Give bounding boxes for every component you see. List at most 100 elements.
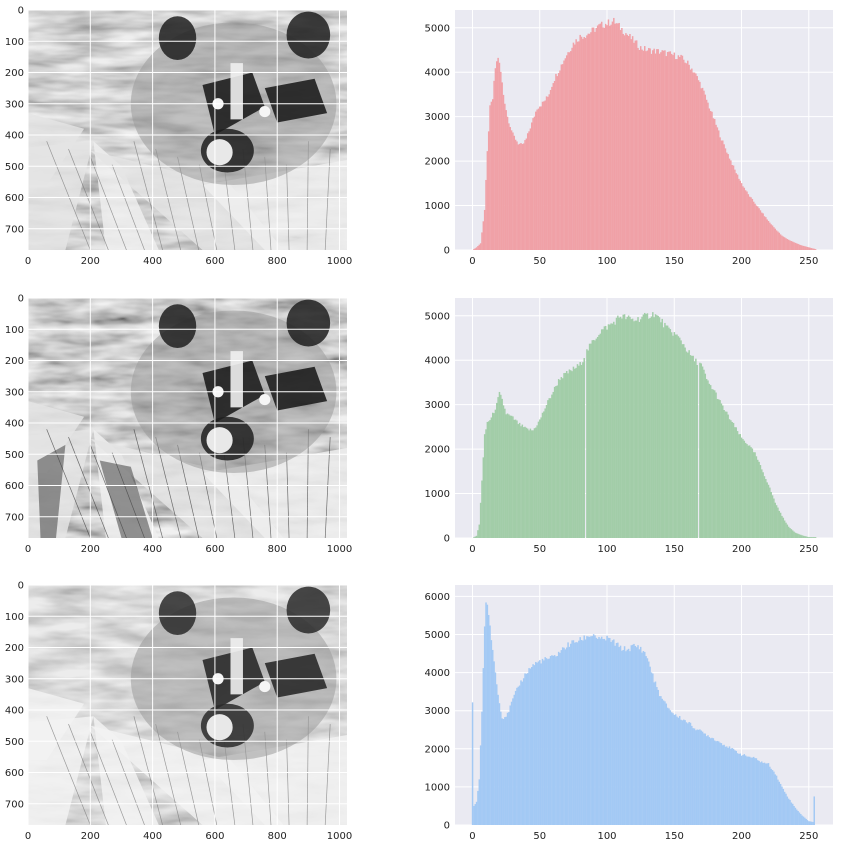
histogram-bar — [491, 649, 494, 825]
histogram-bar — [602, 27, 604, 250]
histogram-bar — [674, 714, 677, 825]
x-tick-label: 1000 — [327, 544, 352, 555]
histogram-bar — [802, 245, 805, 250]
histogram-bar — [491, 99, 494, 250]
leaf-shape — [90, 725, 284, 825]
raccoon-image — [28, 10, 347, 250]
histogram-bar — [498, 703, 501, 825]
histogram-bar — [777, 779, 779, 825]
histogram-bar — [493, 661, 495, 825]
histogram-bar — [813, 537, 815, 538]
histogram-bar — [594, 31, 596, 251]
histogram-bar — [650, 672, 653, 825]
histogram-bar — [564, 649, 567, 825]
histogram-bar — [559, 652, 561, 825]
histogram-bar — [752, 201, 755, 250]
raccoon-nose — [206, 714, 233, 741]
y-tick-label: 3000 — [425, 400, 450, 411]
histogram-bar — [681, 344, 684, 538]
x-tick-label: 50 — [533, 831, 546, 842]
histogram-bar — [653, 682, 655, 825]
histogram-bar — [707, 735, 709, 825]
histogram-bar — [669, 710, 672, 825]
histogram-bar — [743, 754, 746, 825]
histogram-bar — [592, 27, 595, 251]
histogram-bar — [475, 535, 478, 538]
histogram-bar — [525, 427, 528, 538]
histogram-bar — [808, 247, 810, 250]
x-tick-label: 250 — [799, 544, 818, 555]
histogram-bar — [494, 409, 497, 538]
histogram-bar — [635, 320, 638, 538]
histogram-bar — [634, 320, 637, 538]
histogram-bar — [688, 721, 690, 825]
histogram-bar — [720, 140, 723, 250]
histogram-bar — [641, 652, 643, 825]
histogram-bar — [603, 27, 606, 250]
histogram-bar — [557, 379, 560, 538]
leaf-shape — [28, 688, 85, 760]
histogram-bar — [543, 411, 545, 538]
histogram-bar — [571, 371, 573, 538]
histogram-bar — [704, 94, 707, 251]
histogram-bar — [656, 687, 658, 825]
histogram-bar — [750, 447, 752, 538]
histogram-bar — [728, 158, 731, 250]
histogram-bar — [532, 664, 534, 825]
histogram-bar — [505, 110, 507, 250]
histogram-bar — [695, 73, 697, 250]
x-tick-label: 250 — [799, 256, 818, 267]
histogram-bar — [623, 35, 626, 251]
histogram-bar — [524, 140, 526, 250]
histogram-bar — [535, 427, 537, 538]
histogram-bar — [685, 722, 688, 825]
x-tick-label: 0 — [469, 544, 475, 555]
histogram-bar — [743, 187, 746, 250]
histogram-bar — [700, 730, 702, 825]
histogram-bar — [732, 165, 735, 250]
y-tick-label: 2000 — [425, 744, 450, 755]
histogram-bar — [525, 138, 528, 250]
histogram-bar — [615, 317, 618, 538]
histogram-bar — [559, 70, 561, 250]
histogram-bar — [486, 151, 489, 250]
histogram-bar — [681, 55, 684, 251]
histogram-bar — [580, 36, 583, 251]
histogram-bar — [571, 47, 573, 251]
histogram-bar — [572, 640, 575, 825]
histogram-bar — [658, 317, 661, 538]
histogram-bar — [521, 681, 524, 825]
histogram-bar — [483, 209, 486, 250]
histogram-bar — [627, 315, 630, 538]
histogram-bar — [728, 746, 731, 825]
histogram-bar — [594, 340, 596, 538]
histogram-bar — [765, 763, 767, 825]
histogram-bar — [556, 656, 559, 825]
histogram-bar — [574, 368, 576, 538]
y-tick-label: 700 — [5, 799, 24, 810]
histogram-bar — [529, 128, 532, 250]
histogram-bar — [731, 421, 733, 538]
histogram-bar — [553, 655, 556, 825]
histogram-bar — [688, 350, 690, 538]
histogram-bar — [539, 419, 541, 538]
x-tick-label: 400 — [143, 831, 162, 842]
histogram-bar — [654, 314, 657, 538]
histogram-bar — [539, 660, 541, 825]
histogram-bar — [514, 139, 517, 250]
histogram-bar — [707, 380, 709, 538]
histogram-bar — [813, 248, 815, 250]
histogram-bar — [814, 249, 817, 250]
histogram-bar — [512, 416, 514, 538]
histogram-bar — [600, 329, 603, 538]
histogram-bar — [756, 760, 759, 825]
histogram-bar — [687, 352, 689, 538]
histogram-bar — [648, 47, 650, 250]
histogram-bar — [734, 750, 736, 825]
histogram-bar — [622, 314, 624, 538]
histogram-bar — [633, 42, 635, 250]
histogram-bar — [649, 48, 651, 251]
histogram-bar — [778, 781, 781, 825]
leaf-vein — [133, 716, 163, 825]
histogram-bar — [549, 398, 552, 538]
